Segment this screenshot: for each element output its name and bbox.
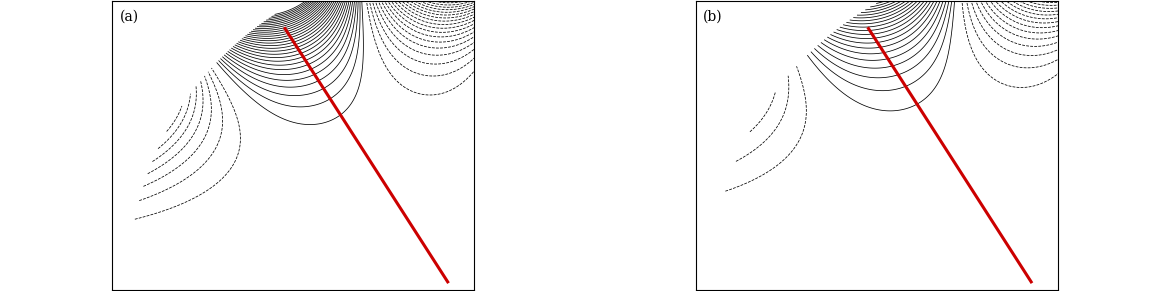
Text: (b): (b) xyxy=(703,10,723,24)
Text: (a): (a) xyxy=(119,10,139,24)
